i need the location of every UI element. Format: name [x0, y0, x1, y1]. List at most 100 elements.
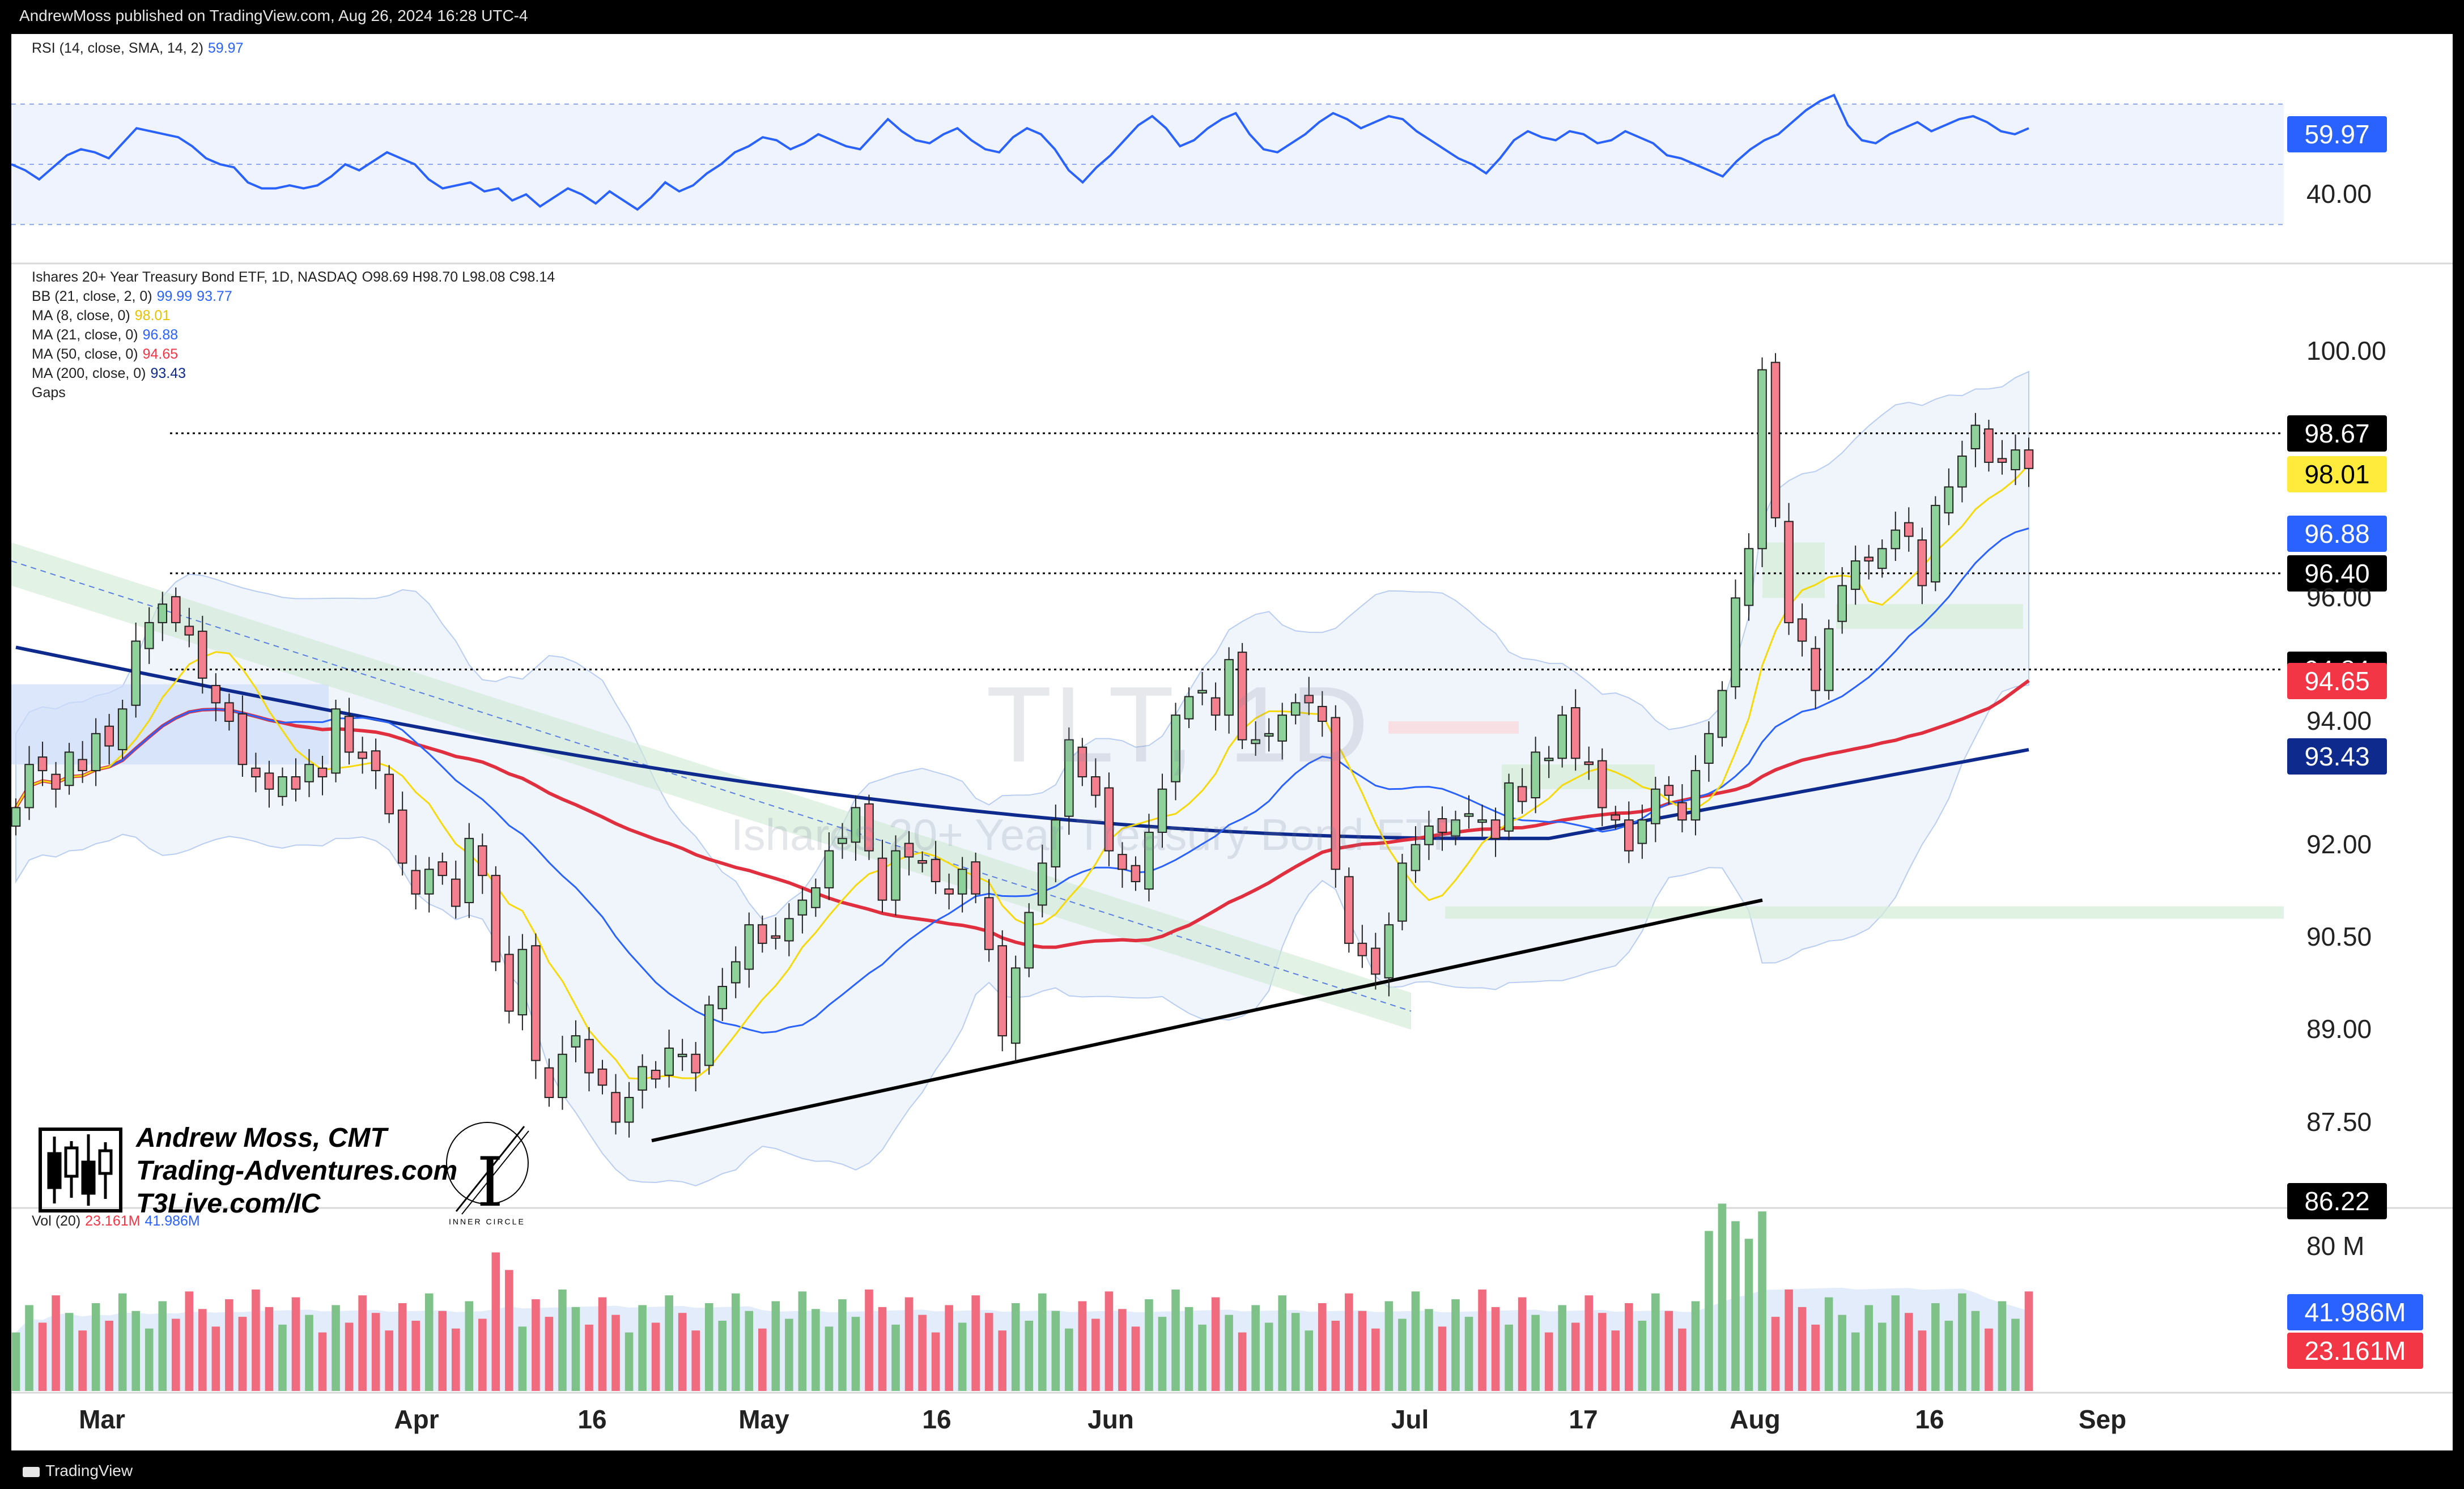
rsi-price-label: 59.97 [2287, 116, 2387, 153]
candle-body [758, 924, 767, 944]
candle-body [851, 807, 861, 843]
volume-bar [1744, 1239, 1753, 1391]
price-tick-label: 87.50 [2306, 1107, 2372, 1137]
candle-body [1357, 942, 1367, 956]
volume-bar [958, 1322, 967, 1391]
volume-bar [1998, 1301, 2007, 1391]
candle [1891, 511, 1901, 561]
volume-bar [758, 1328, 767, 1391]
candle-body [1957, 456, 1967, 488]
candle-body [1477, 819, 1487, 823]
volume-bar [851, 1317, 860, 1391]
candle-body [771, 935, 781, 939]
date-tick-label: 17 [1569, 1405, 1598, 1434]
candle [1437, 806, 1447, 851]
volume-bar [1558, 1305, 1566, 1391]
chart-svg[interactable] [11, 34, 2453, 1450]
candle [1944, 468, 1954, 525]
volume-bar [745, 1311, 754, 1391]
candle-body [1944, 486, 1954, 514]
candle-body [584, 1039, 594, 1074]
price-tick-label: 94.00 [2306, 706, 2372, 736]
price-label: 96.40 [2287, 555, 2387, 592]
candle [251, 752, 261, 793]
candle [1237, 643, 1247, 750]
price-label: 98.01 [2287, 456, 2387, 492]
volume-price-label: 23.161M [2287, 1333, 2423, 1369]
candle-body [437, 861, 448, 877]
volume-bar [518, 1326, 527, 1391]
volume-bar [291, 1297, 300, 1391]
candle-body [1184, 696, 1194, 720]
candle-body [1237, 652, 1247, 741]
volume-bar [1611, 1330, 1620, 1391]
candle [1797, 603, 1807, 657]
candle [24, 746, 34, 820]
volume-bar [25, 1305, 33, 1391]
candle-body [1637, 819, 1647, 844]
candle [237, 695, 248, 777]
candle-body [1371, 947, 1380, 975]
candle [2024, 437, 2034, 487]
candle [1010, 955, 1021, 1062]
candle [611, 1074, 621, 1135]
candle-body [971, 861, 980, 895]
candle-body [504, 954, 514, 1012]
candle-body [917, 860, 927, 864]
volume-bar [865, 1289, 873, 1391]
candle [331, 699, 341, 782]
candle-body [1757, 369, 1767, 550]
rsi-legend: RSI (14, close, SMA, 14, 2) 59.97 [32, 39, 243, 58]
candle [291, 758, 301, 802]
candle [944, 873, 954, 910]
candle-body [984, 897, 994, 950]
volume-bar [1184, 1307, 1193, 1391]
candle-body [864, 803, 874, 852]
candle-body [1984, 428, 1994, 463]
volume-bar [1918, 1330, 1927, 1391]
bb-value-1: 99.99 [156, 288, 193, 304]
volume-bar [198, 1309, 207, 1391]
candle-body [517, 948, 528, 1016]
volume-bar [145, 1328, 154, 1391]
candle [1637, 804, 1647, 859]
volume-bar [1211, 1297, 1220, 1391]
tradingview-brand: TradingView [23, 1462, 133, 1480]
candle-body [51, 773, 61, 790]
candle [638, 1054, 647, 1109]
candle-body [1651, 788, 1660, 824]
volume-bar [638, 1305, 647, 1391]
candle [838, 823, 847, 859]
candle [51, 761, 61, 808]
candle [1957, 440, 1967, 503]
candle [1850, 545, 1860, 605]
ma200-value: 93.43 [150, 365, 186, 381]
volume-bar [598, 1297, 607, 1391]
candle [517, 934, 528, 1031]
candle-body [291, 776, 301, 790]
volume-bar [1291, 1313, 1300, 1391]
candle-body [997, 945, 1008, 1037]
candle [1144, 814, 1154, 901]
volume-bar [332, 1305, 340, 1391]
candle-body [1690, 770, 1701, 821]
candle-body [104, 725, 114, 747]
price-tick-label: 92.00 [2306, 829, 2372, 859]
candle [1424, 810, 1434, 860]
candle-body [1210, 697, 1221, 716]
candle-body [2011, 449, 2020, 470]
candle-body [171, 596, 181, 623]
candle [971, 852, 980, 904]
chart-area[interactable]: RSI (14, close, SMA, 14, 2) 59.97 Ishares… [11, 34, 2453, 1450]
candle [1184, 687, 1194, 729]
volume-bar [158, 1301, 167, 1391]
candle-body [478, 845, 487, 877]
candle [1584, 746, 1594, 780]
candle-body [1411, 844, 1421, 871]
candle [1931, 496, 1940, 592]
candle [1477, 804, 1487, 837]
candle-body [1850, 560, 1860, 590]
candle-body [1570, 707, 1581, 759]
volume-bar [11, 1332, 20, 1391]
price-label: 93.43 [2287, 738, 2387, 775]
